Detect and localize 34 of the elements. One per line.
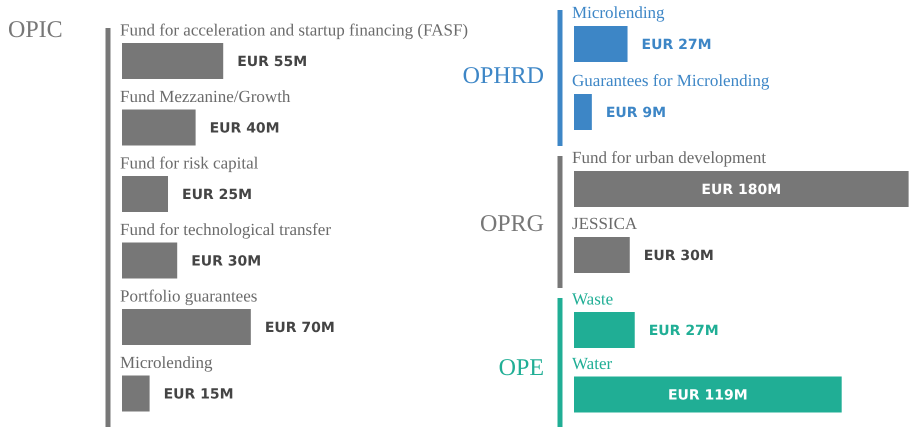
y-tick-label: Water bbox=[572, 354, 612, 373]
data-label: EUR 119M bbox=[668, 387, 748, 404]
bar bbox=[122, 176, 168, 212]
data-label: EUR 55M bbox=[237, 54, 308, 70]
y-tick-label: Fund for urban development bbox=[572, 148, 766, 167]
data-label: EUR 30M bbox=[191, 253, 262, 270]
y-tick-label: Fund Mezzanine/Growth bbox=[120, 86, 291, 106]
y-tick-label: Fund for acceleration and startup financing (FASF) bbox=[120, 20, 468, 40]
data-label: EUR 15M bbox=[164, 386, 234, 402]
bar bbox=[122, 110, 196, 146]
data-label: EUR 40M bbox=[210, 120, 280, 136]
bar bbox=[122, 376, 150, 412]
data-label: EUR 27M bbox=[642, 36, 712, 53]
y-tick-label: Microlending bbox=[572, 3, 666, 22]
data-label: EUR 70M bbox=[264, 320, 335, 336]
y-tick-label: Fund for risk capital bbox=[120, 153, 259, 172]
bar bbox=[122, 43, 224, 79]
data-label: EUR 27M bbox=[648, 322, 719, 339]
text: OPIC bbox=[7, 16, 64, 44]
y-tick-label: Guarantees for Microlending bbox=[572, 71, 770, 90]
data-label: EUR 9M bbox=[606, 104, 666, 121]
y-tick-label: Waste bbox=[572, 289, 614, 308]
data-label: EUR 30M bbox=[644, 248, 714, 264]
text: OPRG bbox=[478, 210, 544, 238]
data-label: EUR 25M bbox=[182, 186, 252, 203]
text: OPE bbox=[498, 354, 544, 382]
text: OPHRD bbox=[462, 62, 544, 90]
bar bbox=[122, 242, 178, 278]
y-tick-label: Portfolio guarantees bbox=[120, 286, 258, 306]
data-label: EUR 180M bbox=[701, 182, 782, 198]
bar bbox=[122, 309, 251, 345]
y-tick-label: JESSICA bbox=[572, 214, 638, 233]
y-tick-label: Microlending bbox=[120, 352, 214, 372]
y-tick-label: Fund for technological transfer bbox=[120, 220, 332, 239]
